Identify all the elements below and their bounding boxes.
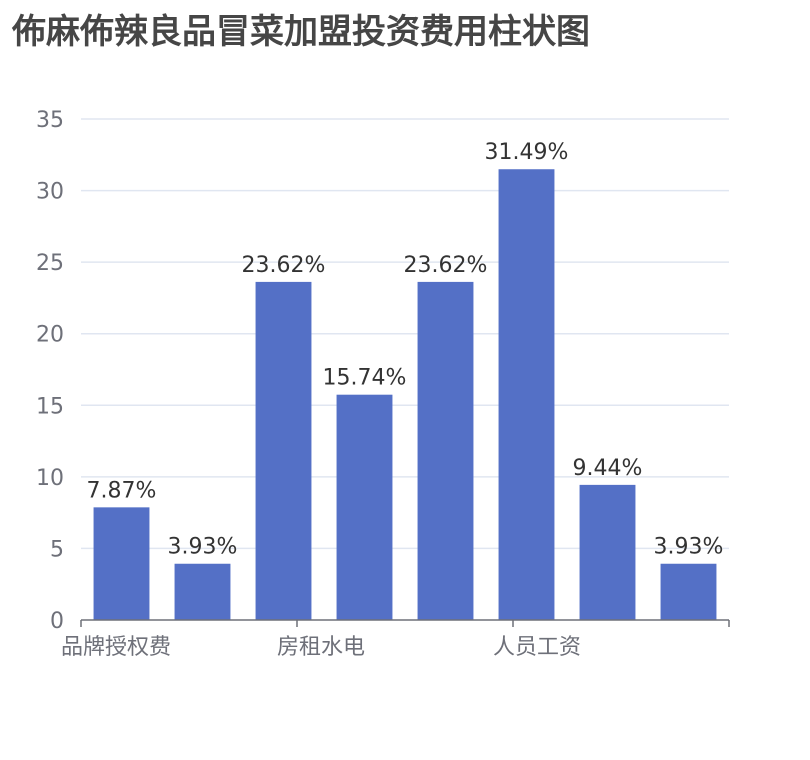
data-label: 3.93% <box>654 535 724 560</box>
y-tick-label: 0 <box>50 609 64 634</box>
y-tick-label: 20 <box>36 323 64 348</box>
y-tick-label: 10 <box>36 466 64 491</box>
bar <box>255 281 312 620</box>
y-tick-label: 30 <box>36 180 64 205</box>
y-tick-label: 35 <box>36 108 64 133</box>
y-tick-label: 5 <box>50 537 64 562</box>
bar <box>579 484 636 620</box>
bar <box>417 281 474 620</box>
chart-title: 佈麻佈辣良品冒菜加盟投资费用柱状图 <box>12 12 590 52</box>
data-label: 23.62% <box>242 253 326 278</box>
bar <box>498 169 555 620</box>
data-label: 9.44% <box>573 456 643 481</box>
x-tick-label: 品牌授权费 <box>61 635 171 660</box>
y-axis-tick-labels: 0 5 10 15 20 25 30 35 <box>36 108 64 634</box>
bar <box>660 563 717 620</box>
x-tick-label: 人员工资 <box>493 635 581 660</box>
bar <box>93 507 150 620</box>
x-tick-label: 房租水电 <box>277 635 365 660</box>
data-label: 3.93% <box>168 535 238 560</box>
grid-lines <box>81 118 729 550</box>
x-axis-ticks <box>80 620 730 627</box>
bars <box>93 169 717 620</box>
y-tick-label: 15 <box>36 394 64 419</box>
data-labels: 7.87% 3.93% 23.62% 15.74% 23.62% 31.49% 9.44% 3… <box>87 140 724 560</box>
data-label: 23.62% <box>404 253 488 278</box>
bar <box>336 394 393 620</box>
bar <box>174 563 231 620</box>
data-label: 7.87% <box>87 478 157 503</box>
data-label: 31.49% <box>485 140 569 165</box>
data-label: 15.74% <box>323 366 407 391</box>
y-tick-label: 25 <box>36 251 64 276</box>
x-axis-tick-labels: 品牌授权费 房租水电 人员工资 <box>61 635 581 660</box>
